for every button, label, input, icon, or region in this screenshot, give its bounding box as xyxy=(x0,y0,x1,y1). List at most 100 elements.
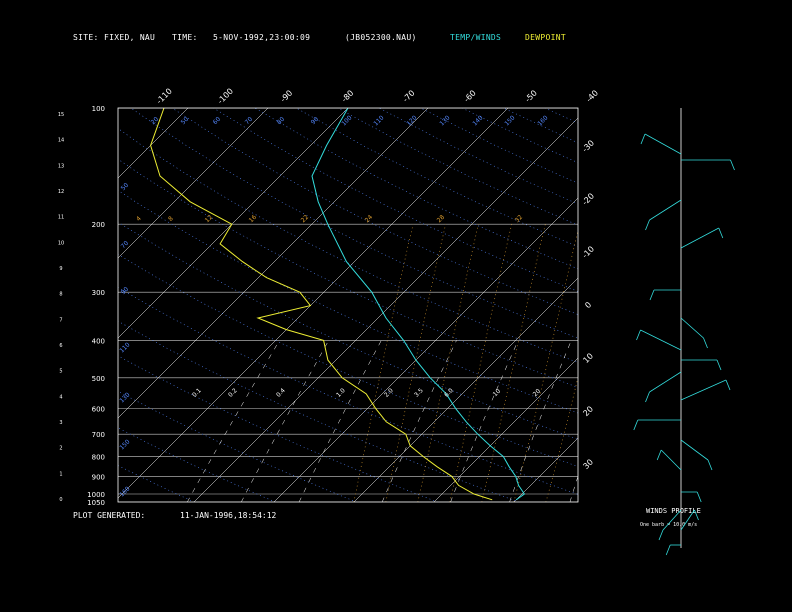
isotherm-line xyxy=(118,108,429,419)
mixing-ratio-line xyxy=(718,340,757,502)
moist-adiabat-label: 16 xyxy=(248,214,258,224)
dry-adiabat-line xyxy=(118,287,578,495)
height-tick-label: 15 xyxy=(58,112,64,118)
dry-adiabat-line xyxy=(503,108,578,144)
isotherm-top-label: -80 xyxy=(340,88,356,104)
plot-area xyxy=(0,108,792,502)
isotherm-line xyxy=(0,108,108,502)
dry-adiabat-label: 150 xyxy=(118,438,131,451)
pressure-tick-label: 1000 xyxy=(87,491,105,499)
wind-barb-flag xyxy=(725,379,731,391)
isotherm-line xyxy=(594,108,792,502)
plot-frame xyxy=(117,107,579,503)
height-tick-label: 3 xyxy=(59,420,62,426)
pressure-tick-label: 600 xyxy=(92,405,105,413)
wind-barb-flag xyxy=(703,337,708,349)
moist-adiabat-label: 22 xyxy=(300,214,310,224)
isotherm-line xyxy=(513,437,578,502)
footer-generated-label: PLOT GENERATED: xyxy=(73,511,146,520)
dewpoint-profile-line xyxy=(150,108,493,501)
isotherm-top-label: -50 xyxy=(523,88,539,104)
wind-barb-flag xyxy=(696,491,702,503)
isotherm-top-label: -70 xyxy=(401,88,417,104)
moist-adiabat-line xyxy=(385,224,446,502)
wind-barb xyxy=(680,227,719,249)
dry-adiabat-line xyxy=(296,108,578,248)
mixing-ratio-label: 0.2 xyxy=(227,387,239,399)
mixing-ratio-line xyxy=(509,340,572,502)
dry-adiabat-line xyxy=(461,108,578,164)
dry-adiabat-label: 90 xyxy=(310,116,320,126)
height-tick-label: 6 xyxy=(59,343,62,349)
pressure-tick-label: 200 xyxy=(92,221,105,229)
dry-adiabat-line xyxy=(118,427,276,502)
pressure-tick-label: 300 xyxy=(92,289,105,297)
dry-adiabat-label: 90 xyxy=(120,286,130,296)
dry-adiabat-label: 130 xyxy=(438,114,451,127)
moist-adiabat-label: 12 xyxy=(204,214,214,224)
isotherm-right-label: 30 xyxy=(581,457,595,471)
height-tick-label: 10 xyxy=(58,240,64,246)
isotherm-line xyxy=(118,108,189,179)
wind-barb-flag xyxy=(636,329,641,341)
isotherm-top-label: -90 xyxy=(279,88,295,104)
wind-barb-flag xyxy=(640,133,646,145)
isotherm-right-label: 0 xyxy=(583,300,593,310)
legend-temp: TEMP/WINDS xyxy=(450,33,502,42)
wind-barb-flag xyxy=(645,219,650,231)
wind-barb-flag xyxy=(633,419,639,431)
pressure-tick-label: 100 xyxy=(92,105,105,113)
dry-adiabat-label: 70 xyxy=(244,116,254,126)
moist-adiabat-line xyxy=(481,224,546,502)
dry-adiabat-label: 110 xyxy=(372,114,385,127)
moist-adiabat-line xyxy=(770,224,792,502)
dry-adiabat-line xyxy=(544,108,578,124)
header-time-label: TIME: xyxy=(172,33,198,42)
isotherm-top-label: -100 xyxy=(216,87,235,106)
mixing-ratio-label: 1.0 xyxy=(335,387,347,399)
dry-adiabat-label: 100 xyxy=(340,114,353,127)
height-tick-label: 1 xyxy=(59,471,62,477)
isotherm-line xyxy=(118,108,349,339)
wind-barb-flag xyxy=(694,509,699,521)
isotherm-line xyxy=(193,117,578,502)
wind-barb-flag xyxy=(645,391,650,403)
dry-adiabat-line xyxy=(118,355,438,502)
height-tick-label: 4 xyxy=(59,394,62,400)
height-tick-label: 14 xyxy=(58,138,64,144)
pressure-tick-label: 900 xyxy=(92,473,105,481)
wind-barb xyxy=(680,379,727,401)
height-tick-label: 13 xyxy=(58,163,64,169)
wind-barb xyxy=(649,199,682,221)
footer-generated-value: 11-JAN-1996,18:54:12 xyxy=(180,511,277,520)
dry-adiabat-label: 120 xyxy=(405,114,418,127)
mixing-ratio-line xyxy=(631,340,680,502)
moist-adiabat-line xyxy=(674,224,769,502)
height-tick-label: 12 xyxy=(58,189,64,195)
isotherm-line xyxy=(273,197,578,502)
pressure-tick-label: 700 xyxy=(92,431,105,439)
height-tick-label: 8 xyxy=(59,292,62,298)
wind-barb xyxy=(680,317,704,339)
mixing-ratio-line xyxy=(187,340,280,502)
wind-barb xyxy=(680,509,695,531)
isotherm-line xyxy=(118,108,269,259)
mixing-ratio-line xyxy=(381,340,457,502)
wind-barb-flag xyxy=(707,459,713,471)
isotherm-line xyxy=(118,108,509,499)
legend-dewpoint: DEWPOINT xyxy=(525,33,566,42)
mixing-ratio-label: 0.4 xyxy=(275,387,287,399)
mixing-ratio-label: 6.0 xyxy=(443,387,455,399)
moist-adiabat-line xyxy=(642,224,727,502)
isotherm-top-label: -110 xyxy=(155,87,174,106)
mixing-ratio-label: 20 xyxy=(532,388,542,398)
dry-adiabat-line xyxy=(118,390,357,502)
moist-adiabat-label: 4 xyxy=(135,215,143,223)
dry-adiabat-line xyxy=(171,108,578,315)
moist-adiabat-line xyxy=(513,229,578,502)
isotherm-right-label: 20 xyxy=(581,404,595,418)
dry-adiabat-label: 50 xyxy=(120,182,130,192)
header-site-label: SITE: xyxy=(73,33,99,42)
dry-adiabat-label: 150 xyxy=(503,114,516,127)
height-tick-label: 7 xyxy=(59,317,62,323)
